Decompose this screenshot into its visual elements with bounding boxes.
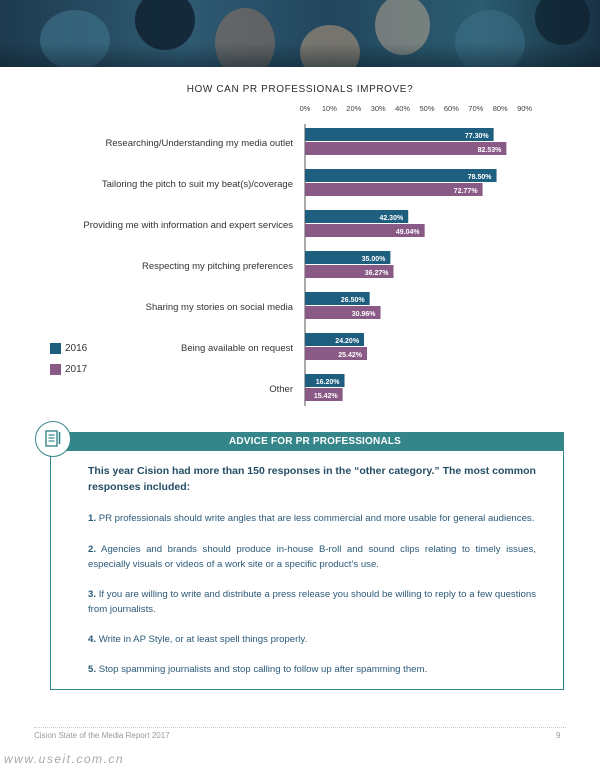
footer-page-number: 9 [556, 731, 561, 740]
tip-text: If you are willing to write and distribu… [88, 589, 536, 615]
x-tick-label: 50% [419, 104, 434, 113]
bar-2017 [305, 265, 394, 278]
watermark-text: www.useit.com.cn [4, 752, 125, 766]
data-label-2016: 35.00% [362, 256, 387, 263]
legend-swatch-2017 [50, 364, 61, 375]
tip-number: 5. [88, 664, 97, 675]
category-label: Researching/Understanding my media outle… [106, 138, 294, 149]
legend-label-2016: 2016 [65, 343, 88, 354]
data-label-2017: 25.42% [338, 352, 363, 359]
data-label-2016: 78.50% [468, 174, 493, 181]
category-label: Sharing my stories on social media [146, 302, 294, 313]
legend-label-2017: 2017 [65, 364, 88, 375]
data-label-2016: 16.20% [316, 379, 341, 386]
category-label: Other [269, 384, 293, 395]
data-label-2017: 82.53% [478, 147, 503, 154]
bar-2017 [305, 224, 425, 237]
tip-number: 4. [88, 634, 97, 645]
advice-lead-text: This year Cision had more than 150 respo… [88, 465, 536, 493]
tip-number: 1. [88, 513, 97, 524]
x-tick-label: 90% [517, 104, 532, 113]
chart-title: HOW CAN PR PROFESSIONALS IMPROVE? [186, 84, 414, 95]
category-label: Respecting my pitching preferences [142, 261, 293, 272]
advice-tip-3: 3. If you are willing to write and distr… [88, 587, 536, 617]
x-tick-label: 10% [322, 104, 337, 113]
bar-2016 [305, 374, 345, 387]
bar-2017 [305, 183, 483, 196]
advice-panel [50, 432, 564, 690]
advice-tip-5: 5. Stop spamming journalists and stop ca… [88, 662, 536, 677]
bar-2016 [305, 210, 409, 223]
category-label: Providing me with information and expert… [83, 220, 293, 231]
header-photo-banner [0, 0, 600, 67]
tip-text: Agencies and brands should produce in-ho… [88, 544, 536, 570]
category-label: Being available on request [181, 343, 293, 354]
bar-2016 [305, 169, 497, 182]
x-tick-label: 80% [493, 104, 508, 113]
tip-text: PR professionals should write angles tha… [98, 513, 535, 524]
data-label-2016: 24.20% [335, 338, 360, 345]
legend-item-2016: 2016 [50, 343, 87, 354]
x-tick-label: 40% [395, 104, 410, 113]
data-label-2016: 77.30% [465, 133, 490, 140]
advice-tip-1: 1. PR professionals should write angles … [88, 511, 536, 526]
bar-2017 [305, 347, 368, 360]
data-label-2017: 15.42% [314, 393, 339, 400]
x-tick-label: 30% [371, 104, 386, 113]
data-label-2017: 36.27% [365, 270, 390, 277]
data-label-2017: 30.96% [352, 311, 377, 318]
category-label: Tailoring the pitch to suit my beat(s)/c… [102, 179, 293, 190]
x-tick-label: 70% [468, 104, 483, 113]
advice-header: ADVICE FOR PR PROFESSIONALS [66, 432, 564, 451]
footer-report-title: Cision State of the Media Report 2017 [34, 731, 170, 740]
tip-text: Stop spamming journalists and stop calli… [98, 664, 428, 675]
advice-tip-2: 2. Agencies and brands should produce in… [88, 542, 536, 572]
bar-2017 [305, 142, 507, 155]
document-list-icon [35, 421, 71, 457]
x-tick-label: 20% [346, 104, 361, 113]
data-label-2016: 42.30% [379, 215, 404, 222]
bar-2016 [305, 251, 391, 264]
tip-text: Write in AP Style, or at least spell thi… [98, 634, 308, 645]
x-tick-label: 60% [444, 104, 459, 113]
bar-2016 [305, 292, 370, 305]
bar-chart: 0% 10% 20% 30% 40% 50% 60% 70% 80% 90% Researching… [83, 104, 532, 406]
footer-divider [34, 727, 566, 728]
data-label-2017: 72.77% [454, 188, 479, 195]
advice-tip-4: 4. Write in AP Style, or at least spell … [88, 632, 536, 647]
data-label-2016: 26.50% [341, 297, 366, 304]
bar-2017 [305, 306, 381, 319]
bar-2016 [305, 128, 494, 141]
data-label-2017: 49.04% [396, 229, 421, 236]
tip-number: 2. [88, 544, 97, 555]
tip-number: 3. [88, 589, 97, 600]
legend-swatch-2016 [50, 343, 61, 354]
bar-2017 [305, 388, 343, 401]
x-tick-label: 0% [300, 104, 311, 113]
legend-item-2017: 2017 [50, 364, 87, 375]
bar-2016 [305, 333, 365, 346]
